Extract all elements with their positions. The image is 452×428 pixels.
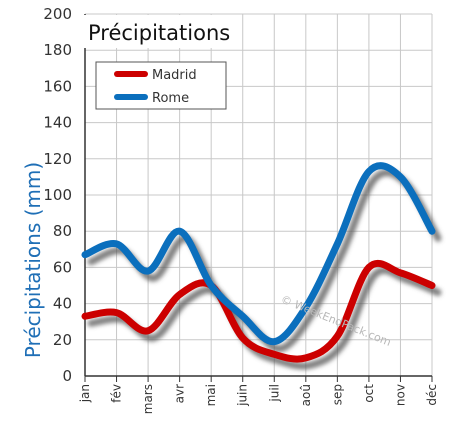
data-point-rome bbox=[336, 243, 338, 245]
data-point-madrid bbox=[336, 335, 338, 337]
x-tick-label: mars bbox=[141, 384, 155, 414]
y-tick-label: 0 bbox=[62, 367, 72, 385]
x-tick-label: juil bbox=[267, 384, 281, 403]
data-point-madrid bbox=[147, 330, 149, 332]
y-tick-label: 100 bbox=[43, 186, 72, 204]
data-point-rome bbox=[147, 270, 149, 272]
y-tick-label: 40 bbox=[53, 295, 72, 313]
y-tick-label: 60 bbox=[53, 258, 72, 276]
data-point-rome bbox=[242, 315, 244, 317]
series-shadow-rome bbox=[87, 169, 442, 353]
y-tick-label: 200 bbox=[43, 5, 72, 23]
y-tick-label: 160 bbox=[43, 77, 72, 95]
data-point-rome bbox=[179, 230, 181, 232]
data-point-madrid bbox=[399, 272, 401, 274]
y-tick-label: 80 bbox=[53, 222, 72, 240]
data-point-madrid bbox=[273, 353, 275, 355]
data-point-rome bbox=[84, 254, 86, 256]
data-point-madrid bbox=[242, 337, 244, 339]
data-point-madrid bbox=[305, 357, 307, 359]
x-tick-label: oct bbox=[362, 384, 376, 403]
x-tick-label: nov bbox=[393, 384, 407, 406]
x-tick-label: juin bbox=[236, 384, 250, 407]
x-tick-label: aoû bbox=[299, 384, 313, 406]
y-tick-label: 140 bbox=[43, 114, 72, 132]
series-line-rome bbox=[81, 162, 436, 346]
data-point-madrid bbox=[368, 266, 370, 268]
data-point-madrid bbox=[116, 312, 118, 314]
y-tick-label: 180 bbox=[43, 41, 72, 59]
data-point-madrid bbox=[431, 285, 433, 286]
x-tick-label: sep bbox=[330, 384, 344, 405]
x-tick-label: fév bbox=[110, 384, 124, 403]
data-point-rome bbox=[368, 170, 370, 172]
legend: Madrid Rome bbox=[95, 61, 227, 110]
series-lines bbox=[81, 162, 436, 363]
data-point-rome bbox=[305, 306, 307, 308]
data-point-rome bbox=[273, 341, 275, 343]
legend-box bbox=[95, 61, 227, 110]
data-point-madrid bbox=[179, 294, 181, 296]
data-point-rome bbox=[431, 230, 433, 232]
x-tick-label: avr bbox=[173, 384, 187, 403]
legend-label-rome: Rome bbox=[152, 91, 189, 106]
data-point-rome bbox=[116, 243, 118, 245]
x-tick-label: déc bbox=[425, 384, 439, 406]
data-point-rome bbox=[399, 176, 401, 178]
title-box bbox=[82, 15, 234, 48]
data-point-rome bbox=[210, 285, 212, 286]
y-tick-label: 20 bbox=[53, 331, 72, 349]
legend-label-madrid: Madrid bbox=[152, 68, 197, 83]
axes: 0 20 40 60 80 100 120 140 160 180 200 jan fév mars avr… bbox=[43, 5, 439, 414]
series-shadow-madrid bbox=[87, 266, 442, 370]
x-tick-label: mai bbox=[204, 384, 218, 406]
chart-title: Précipitations bbox=[88, 21, 230, 45]
y-axis-label: Précipitations (mm) bbox=[21, 162, 45, 358]
y-tick-label: 120 bbox=[43, 150, 72, 168]
x-tick-label: jan bbox=[78, 384, 92, 403]
series-line-madrid bbox=[81, 259, 436, 363]
data-point-madrid bbox=[84, 315, 86, 317]
